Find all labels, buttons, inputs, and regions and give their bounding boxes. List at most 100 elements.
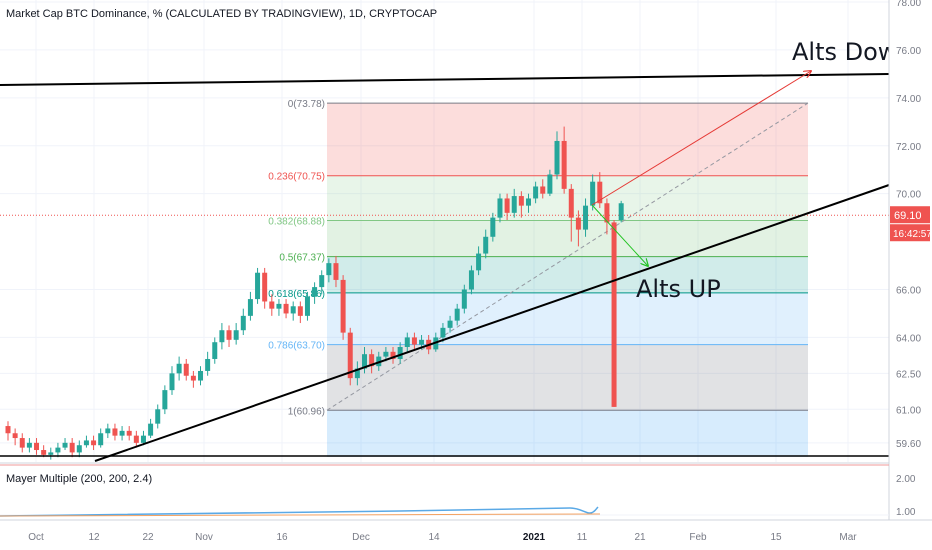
candle <box>304 296 310 316</box>
indicator-title: Mayer Multiple (200, 200, 2.4) <box>6 473 153 485</box>
fib-zone <box>327 344 808 411</box>
indicator-axis-tick: 1.00 <box>896 507 916 518</box>
candle <box>312 287 318 297</box>
candle <box>219 330 225 343</box>
trendline-upper <box>0 73 890 86</box>
candle <box>383 351 389 357</box>
candle <box>575 217 581 230</box>
indicator-axis-tick: 2.00 <box>896 474 916 485</box>
candle <box>198 370 204 381</box>
price-axis-tick: 74.00 <box>896 94 921 105</box>
candle <box>554 140 560 175</box>
candle <box>233 330 239 340</box>
time-axis-tick: 11 <box>577 532 588 543</box>
candle <box>547 174 553 194</box>
candle <box>162 390 168 410</box>
fib-zone-extension <box>327 410 808 457</box>
time-axis-tick: Feb <box>689 532 707 543</box>
fib-level-label: 0.5(67.37) <box>279 253 325 264</box>
time-axis-tick: 14 <box>428 532 440 543</box>
candle <box>126 430 132 436</box>
candle <box>604 203 610 223</box>
candle <box>26 442 32 448</box>
candle <box>205 358 211 371</box>
time-axis: Oct 12 22 Nov 16 Dec 14 2021 11 21 Feb 15 Mar <box>0 519 932 543</box>
candle <box>319 275 325 288</box>
price-tag-value: 69.10 <box>894 210 922 222</box>
candle <box>511 196 517 213</box>
candle <box>269 301 275 309</box>
price-timer-bg <box>890 224 930 242</box>
candle <box>333 263 339 280</box>
time-axis-tick: Dec <box>352 532 370 543</box>
candle <box>155 409 161 424</box>
time-axis-tick: 2021 <box>523 532 546 543</box>
price-axis-tick: 66.00 <box>896 286 921 297</box>
fib-level-label: 0.618(65.86) <box>268 289 325 300</box>
candle <box>283 303 289 314</box>
candle <box>561 140 567 189</box>
candle <box>369 354 375 367</box>
candle <box>440 327 446 338</box>
grid-lines <box>0 0 889 462</box>
time-axis-tick: Nov <box>195 532 213 543</box>
time-axis-tick: 15 <box>770 532 782 543</box>
candle <box>105 428 111 434</box>
price-axis-bg <box>889 0 932 550</box>
candle <box>397 347 403 359</box>
alts-up-label: Alts UP <box>636 275 721 303</box>
candles <box>5 126 624 460</box>
candle <box>119 430 125 436</box>
fib-zone <box>327 256 808 293</box>
fib-zone <box>327 292 808 345</box>
price-axis-tick: 62.50 <box>896 369 921 380</box>
fib-level-label: 0.382(68.88) <box>268 217 325 228</box>
time-axis-tick: 21 <box>634 532 646 543</box>
time-axis-tick: Mar <box>839 532 857 543</box>
candle <box>518 196 524 206</box>
candle <box>76 445 82 453</box>
candle <box>454 308 460 321</box>
candle <box>362 354 367 369</box>
fib-zone <box>327 220 808 257</box>
candle <box>240 315 246 331</box>
candle <box>347 332 353 379</box>
indicator-pane: 2.00 1.00 <box>0 462 916 518</box>
fib-level-label: 0.786(63.70) <box>268 341 325 352</box>
price-axis-tick: 72.00 <box>896 142 921 153</box>
candle <box>461 289 467 309</box>
candle <box>169 373 175 391</box>
candle <box>255 272 261 300</box>
candle <box>98 433 104 446</box>
candle <box>476 253 482 271</box>
candle <box>19 438 25 448</box>
price-axis-tick: 59.60 <box>896 439 921 450</box>
fib-level-label: 0.236(70.75) <box>268 172 325 183</box>
time-axis-tick: 22 <box>142 532 154 543</box>
candle <box>404 337 410 347</box>
mayer-multiple-line <box>0 506 599 517</box>
candle <box>419 339 425 345</box>
candle <box>190 375 196 381</box>
candle <box>83 440 89 446</box>
candle <box>447 320 453 328</box>
candle <box>504 198 510 213</box>
fib-zone <box>327 175 808 221</box>
candle <box>525 198 531 206</box>
candle <box>468 270 474 290</box>
candle <box>597 181 603 204</box>
candle <box>12 433 18 439</box>
candle <box>55 447 61 453</box>
candle <box>176 363 182 374</box>
candle <box>490 217 496 237</box>
candle <box>183 363 189 376</box>
mayer-multiple-baseline <box>0 513 601 517</box>
candle <box>340 279 346 333</box>
price-axis-tick: 70.00 <box>896 190 921 201</box>
candle <box>133 435 139 443</box>
time-axis-tick: 16 <box>276 532 288 543</box>
candle <box>297 306 303 316</box>
candle <box>618 203 624 221</box>
fib-level-label: 1(60.96) <box>288 406 325 417</box>
